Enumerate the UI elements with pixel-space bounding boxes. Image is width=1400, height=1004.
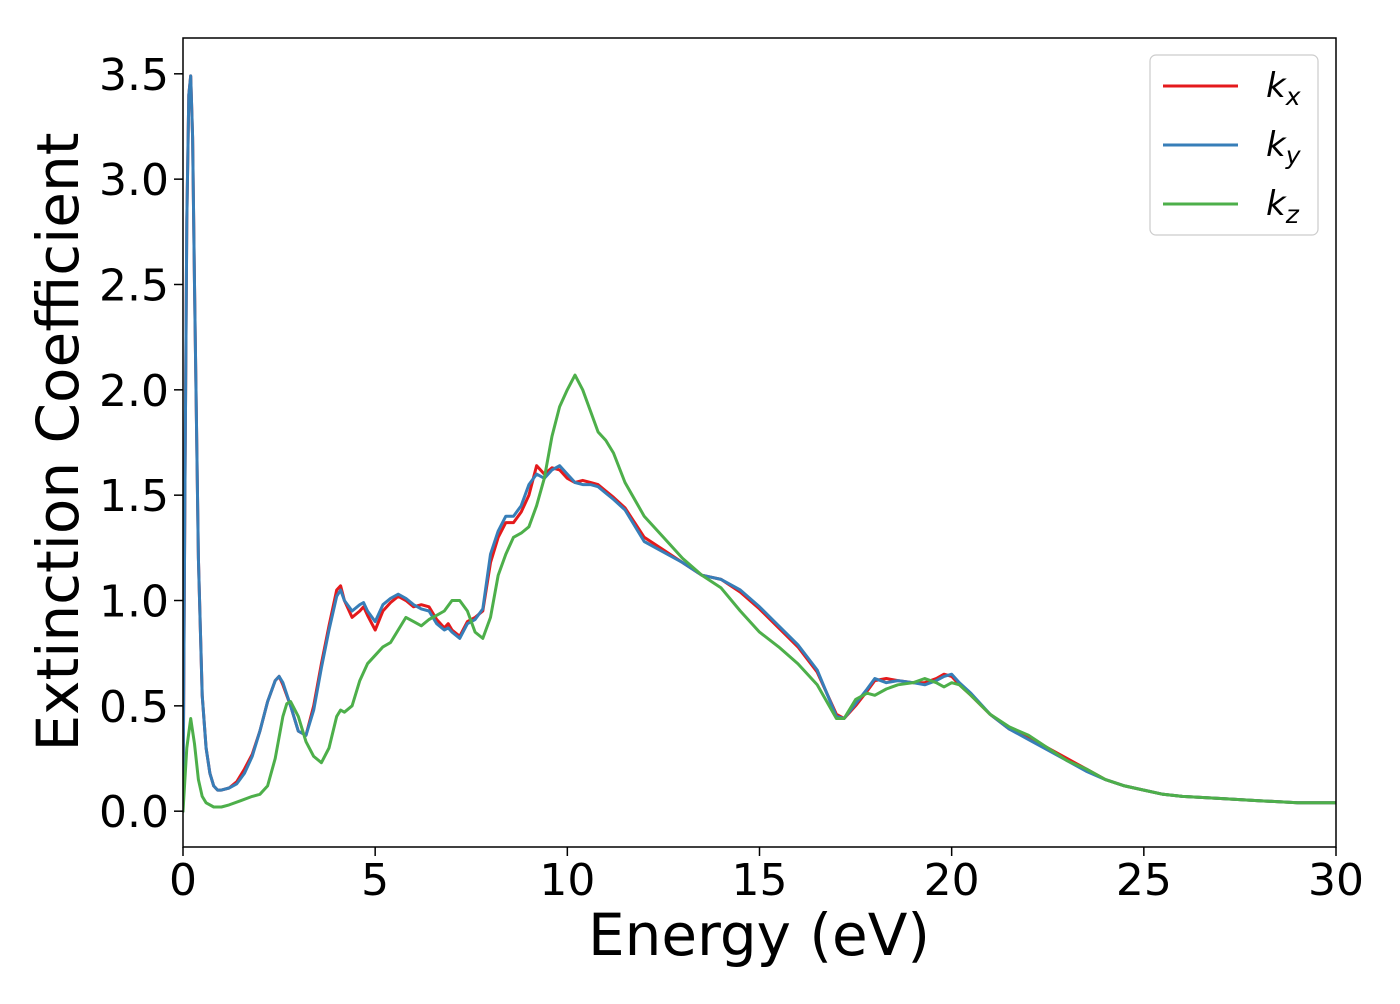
y-tick-label: 3.0 [99, 155, 169, 206]
y-tick-label: 0.0 [99, 787, 169, 838]
y-tick-label: 3.5 [99, 50, 169, 101]
legend-label-x: kx [1266, 66, 1301, 111]
y-tick-label: 2.0 [99, 366, 169, 417]
x-tick-label: 20 [924, 855, 980, 906]
x-axis: 0 5 10 15 20 25 30 [169, 847, 1364, 906]
x-tick-label: 25 [1116, 855, 1172, 906]
y-tick-label: 2.5 [99, 260, 169, 311]
legend-label-y: ky [1266, 125, 1302, 170]
series-line-y [183, 74, 1336, 813]
y-tick-label: 1.5 [99, 471, 169, 522]
x-tick-label: 5 [361, 855, 389, 906]
y-tick-label: 1.0 [99, 577, 169, 628]
x-tick-label: 30 [1308, 855, 1364, 906]
y-axis: 0.0 0.5 1.0 1.5 2.0 2.5 3.0 3.5 [99, 50, 183, 838]
x-tick-label: 15 [732, 855, 788, 906]
legend: kx ky kz [1149, 54, 1319, 236]
x-axis-title: Energy (eV) [588, 901, 930, 969]
y-tick-label: 0.5 [99, 682, 169, 733]
x-tick-label: 0 [169, 855, 197, 906]
x-tick-label: 10 [539, 855, 595, 906]
y-axis-title: Extinction Coefficient [24, 133, 92, 752]
series-line-z [183, 373, 1336, 813]
legend-label-z: kz [1266, 184, 1300, 229]
